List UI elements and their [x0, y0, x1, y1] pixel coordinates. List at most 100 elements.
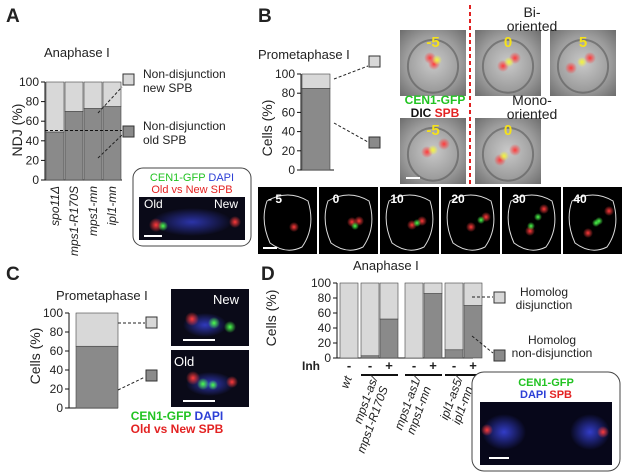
timelapse-cell-outline-0: [263, 194, 312, 251]
bar-mono-oriented: [301, 88, 331, 171]
dic-cell-outline-1: [481, 38, 535, 94]
bi-oriented-label-line2: oriented: [507, 18, 558, 34]
dic-spb-4-1: [509, 144, 521, 156]
panel-d-tick-label-80: 80: [318, 291, 332, 305]
panel-a-tick-label-20: 20: [26, 153, 40, 167]
legend-leader-d-nondis: [471, 335, 494, 354]
panel-c-tick-label-20: 20: [50, 382, 64, 396]
legend-leader-c-old: [117, 376, 146, 391]
dic-spb-2-1: [584, 52, 596, 64]
legend-c2-0: Old vs New SPB: [131, 422, 224, 436]
inhibitor-sign-4: +: [429, 358, 437, 373]
panel-b-legend-line1: CEN1-GFP: [405, 93, 466, 107]
bar-old-spb-0: [45, 131, 65, 181]
timelapse-frame-2: [380, 187, 439, 254]
panel-c-tick-label-80: 80: [50, 325, 64, 339]
timelapse-time-0: - 5: [268, 192, 282, 206]
dic-spb-3-1: [438, 138, 450, 150]
bar-disjunction-4: [423, 282, 443, 294]
legend-b2-1: SPB: [435, 106, 460, 120]
panel-b-legend-line2: DIC SPB: [411, 106, 460, 120]
panel-d-tick-label-60: 60: [318, 306, 332, 320]
timelapse-spb-5-1: [604, 206, 614, 216]
panel-b-tick-label-0: 0: [288, 163, 295, 177]
bar-nondisjunction-6: [463, 305, 483, 359]
dic-cell-outline-0: [406, 38, 460, 94]
legend-new-spb-line2: new SPB: [143, 81, 192, 95]
timelapse-cen-4-0: [534, 213, 542, 221]
bar-nondisjunction-2: [379, 318, 399, 359]
dic-cen-0-0: [432, 55, 442, 65]
timelapse-spb-5-0: [583, 228, 593, 238]
bar-bi-oriented: [301, 73, 331, 89]
panel-a-bars: [45, 81, 122, 181]
legend-b1-0: CEN1-GFP: [405, 93, 466, 107]
inset-label-new: New: [214, 197, 238, 211]
bi-oriented-label-line1: Bi-: [523, 4, 540, 20]
panel-c-title: Prometaphase I: [56, 288, 148, 303]
panel-letter-a: A: [6, 6, 20, 27]
timelapse-time-4: 30: [512, 192, 526, 206]
panel-c-tick-label-40: 40: [50, 363, 64, 377]
legend-swatch-old: [145, 369, 158, 382]
panel-b-ylabel: Cells (%): [259, 100, 275, 157]
group-label-2: mps1-as1/mps1-mn: [391, 373, 436, 436]
dapi-signal: [152, 208, 232, 236]
bar-old-spb-1: [64, 111, 84, 181]
bar-new-spb-1: [64, 81, 84, 112]
timelapse-cen-3-0: [477, 216, 485, 224]
micrograph-label-new: New: [213, 292, 240, 307]
panel-a: A Anaphase I NDJ (%) 0 20 40 60 80 100 spo11Δ…: [6, 6, 252, 256]
panel-b-tick-label-40: 40: [282, 125, 296, 139]
legend-swatch-new: [145, 316, 158, 329]
dic-cen-4-0: [499, 151, 509, 161]
dic-frame-time-2: 5: [579, 34, 587, 51]
panel-d-bars: [339, 282, 483, 359]
category-label-0: spo11Δ: [48, 186, 62, 226]
panel-a-ylabel: NDJ (%): [9, 104, 25, 157]
dic-frames: -5 0 5 -5 0: [400, 30, 616, 184]
inhibitor-label: Inh: [302, 359, 320, 373]
panel-a-tick-label-0: 0: [32, 173, 39, 187]
panel-a-axis: 0 20 40 60 80 100: [19, 75, 122, 187]
panel-c: C Prometaphase I Cells (%) 020406080100 …: [6, 264, 249, 436]
category-label-2: mps1-mn: [86, 186, 100, 236]
panel-letter-b: B: [258, 6, 272, 27]
legend-disjunction-line1: Homolog: [520, 285, 568, 299]
dic-cen-3-0: [428, 145, 438, 155]
dic-cell-outline-3: [406, 126, 460, 182]
timelapse-strip: - 5 0 10 20 30 40: [258, 187, 622, 254]
timelapse-time-1: 0: [333, 192, 340, 206]
panel-c-tick-label-100: 100: [43, 306, 63, 320]
panel-a-tick-label-100: 100: [19, 75, 39, 89]
legend-new-spb-line1: Non-disjunction: [143, 67, 226, 81]
dapi-signal-d-right: [570, 414, 610, 450]
panel-b-tick-label-100: 100: [275, 67, 295, 81]
panel-b-tick-label-60: 60: [282, 105, 296, 119]
timelapse-cen-4-1: [527, 222, 535, 230]
legend-swatch-homolog-disjunction: [493, 291, 506, 304]
panel-letter-c: C: [6, 264, 20, 285]
bar-disjunction-6: [463, 282, 483, 306]
mono-oriented-label-line1: Mono-: [512, 92, 552, 108]
bar-nondisjunction-4: [423, 293, 443, 359]
panel-a-title: Anaphase I: [44, 45, 110, 60]
legend-c1-0: CEN1-GFP: [131, 409, 192, 423]
cen1-gfp-signal: [158, 221, 168, 231]
legend-swatch-homolog-nondisjunction: [493, 349, 506, 362]
inhibitor-sign-3: -: [412, 358, 416, 373]
panel-a-inset-legend-line2: Old vs New SPB: [151, 184, 232, 196]
bar-disjunction-1: [360, 282, 380, 357]
dapi-signal-d-left: [482, 414, 526, 450]
panel-d-tick-label-40: 40: [318, 321, 332, 335]
inhibitor-sign-5: -: [452, 358, 456, 373]
new-spb-signal: [229, 216, 241, 228]
panel-c-legend-line1: CEN1-GFP DAPI: [131, 409, 223, 423]
panel-d-tick-label-20: 20: [318, 336, 332, 350]
gfp-signal-c-new: [208, 317, 220, 329]
dic-cen-2-0: [577, 57, 587, 67]
inhibitor-sign-2: +: [385, 358, 393, 373]
panel-a-tick-label-80: 80: [26, 95, 40, 109]
